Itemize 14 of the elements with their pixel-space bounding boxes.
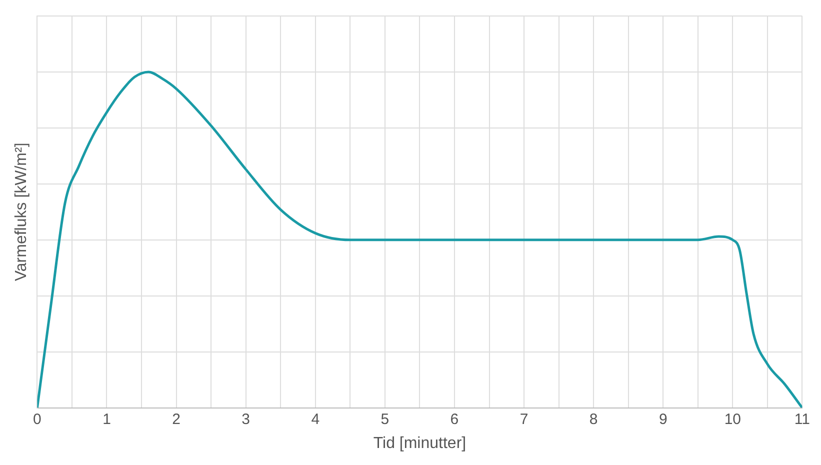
x-tick-label: 4 (311, 410, 320, 428)
x-tick-label: 5 (380, 410, 390, 428)
x-tick-label: 8 (589, 410, 598, 428)
x-tick-label: 10 (724, 410, 742, 428)
x-tick-label: 9 (658, 410, 668, 428)
y-axis-title: Varmefluks [kW/m²] (13, 142, 30, 282)
x-tick-label: 2 (172, 410, 180, 428)
x-tick-label: 11 (794, 410, 810, 428)
x-tick-label: 7 (520, 410, 528, 428)
x-tick-label: 6 (450, 410, 459, 428)
x-axis-title: Tid [minutter] (373, 434, 466, 452)
x-tick-label: 3 (242, 410, 250, 428)
x-tick-label: 0 (33, 410, 42, 428)
x-tick-label: 1 (102, 410, 111, 428)
